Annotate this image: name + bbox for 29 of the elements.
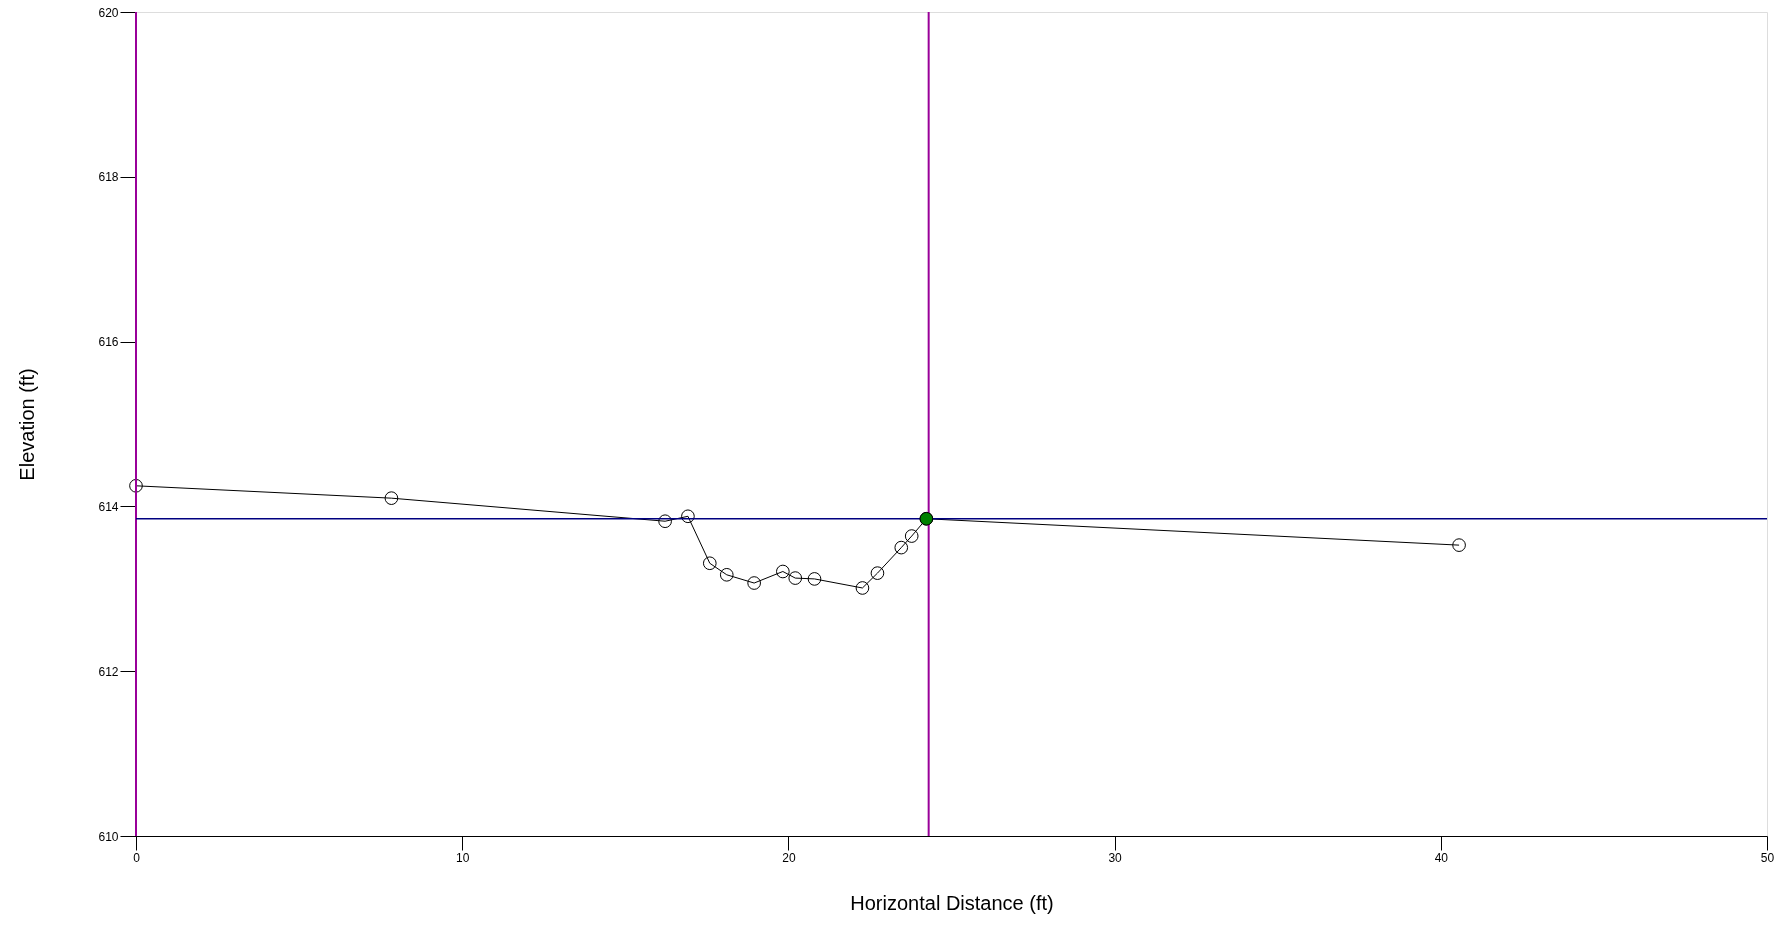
x-tick-label: 10 <box>456 850 470 865</box>
x-tick-label: 30 <box>1108 850 1123 865</box>
x-axis-title: Horizontal Distance (ft) <box>850 891 1054 914</box>
point <box>776 564 790 579</box>
y-tick-label: 620 <box>98 5 119 20</box>
x-tick-label: 0 <box>133 850 141 865</box>
point <box>719 567 734 582</box>
point <box>1452 538 1466 552</box>
y-tick-label: 614 <box>98 499 119 514</box>
point <box>904 529 919 543</box>
point <box>788 571 803 585</box>
point <box>129 478 143 493</box>
point <box>384 491 399 505</box>
point <box>681 509 695 524</box>
y-axis-title: Elevation (ft) <box>16 368 39 481</box>
point <box>894 540 909 555</box>
point <box>658 514 672 529</box>
y-tick-label: 610 <box>98 829 119 844</box>
point <box>870 566 885 580</box>
point <box>747 576 761 590</box>
x-tick-label: 40 <box>1434 850 1449 865</box>
x-tick-label: 50 <box>1760 850 1775 865</box>
y-tick-label: 612 <box>98 664 119 679</box>
y-tick-label: 618 <box>98 170 119 185</box>
point <box>702 556 717 571</box>
y-tick-label: 616 <box>98 335 119 350</box>
point <box>855 581 870 595</box>
x-tick-label: 20 <box>782 850 796 865</box>
point <box>807 572 822 586</box>
